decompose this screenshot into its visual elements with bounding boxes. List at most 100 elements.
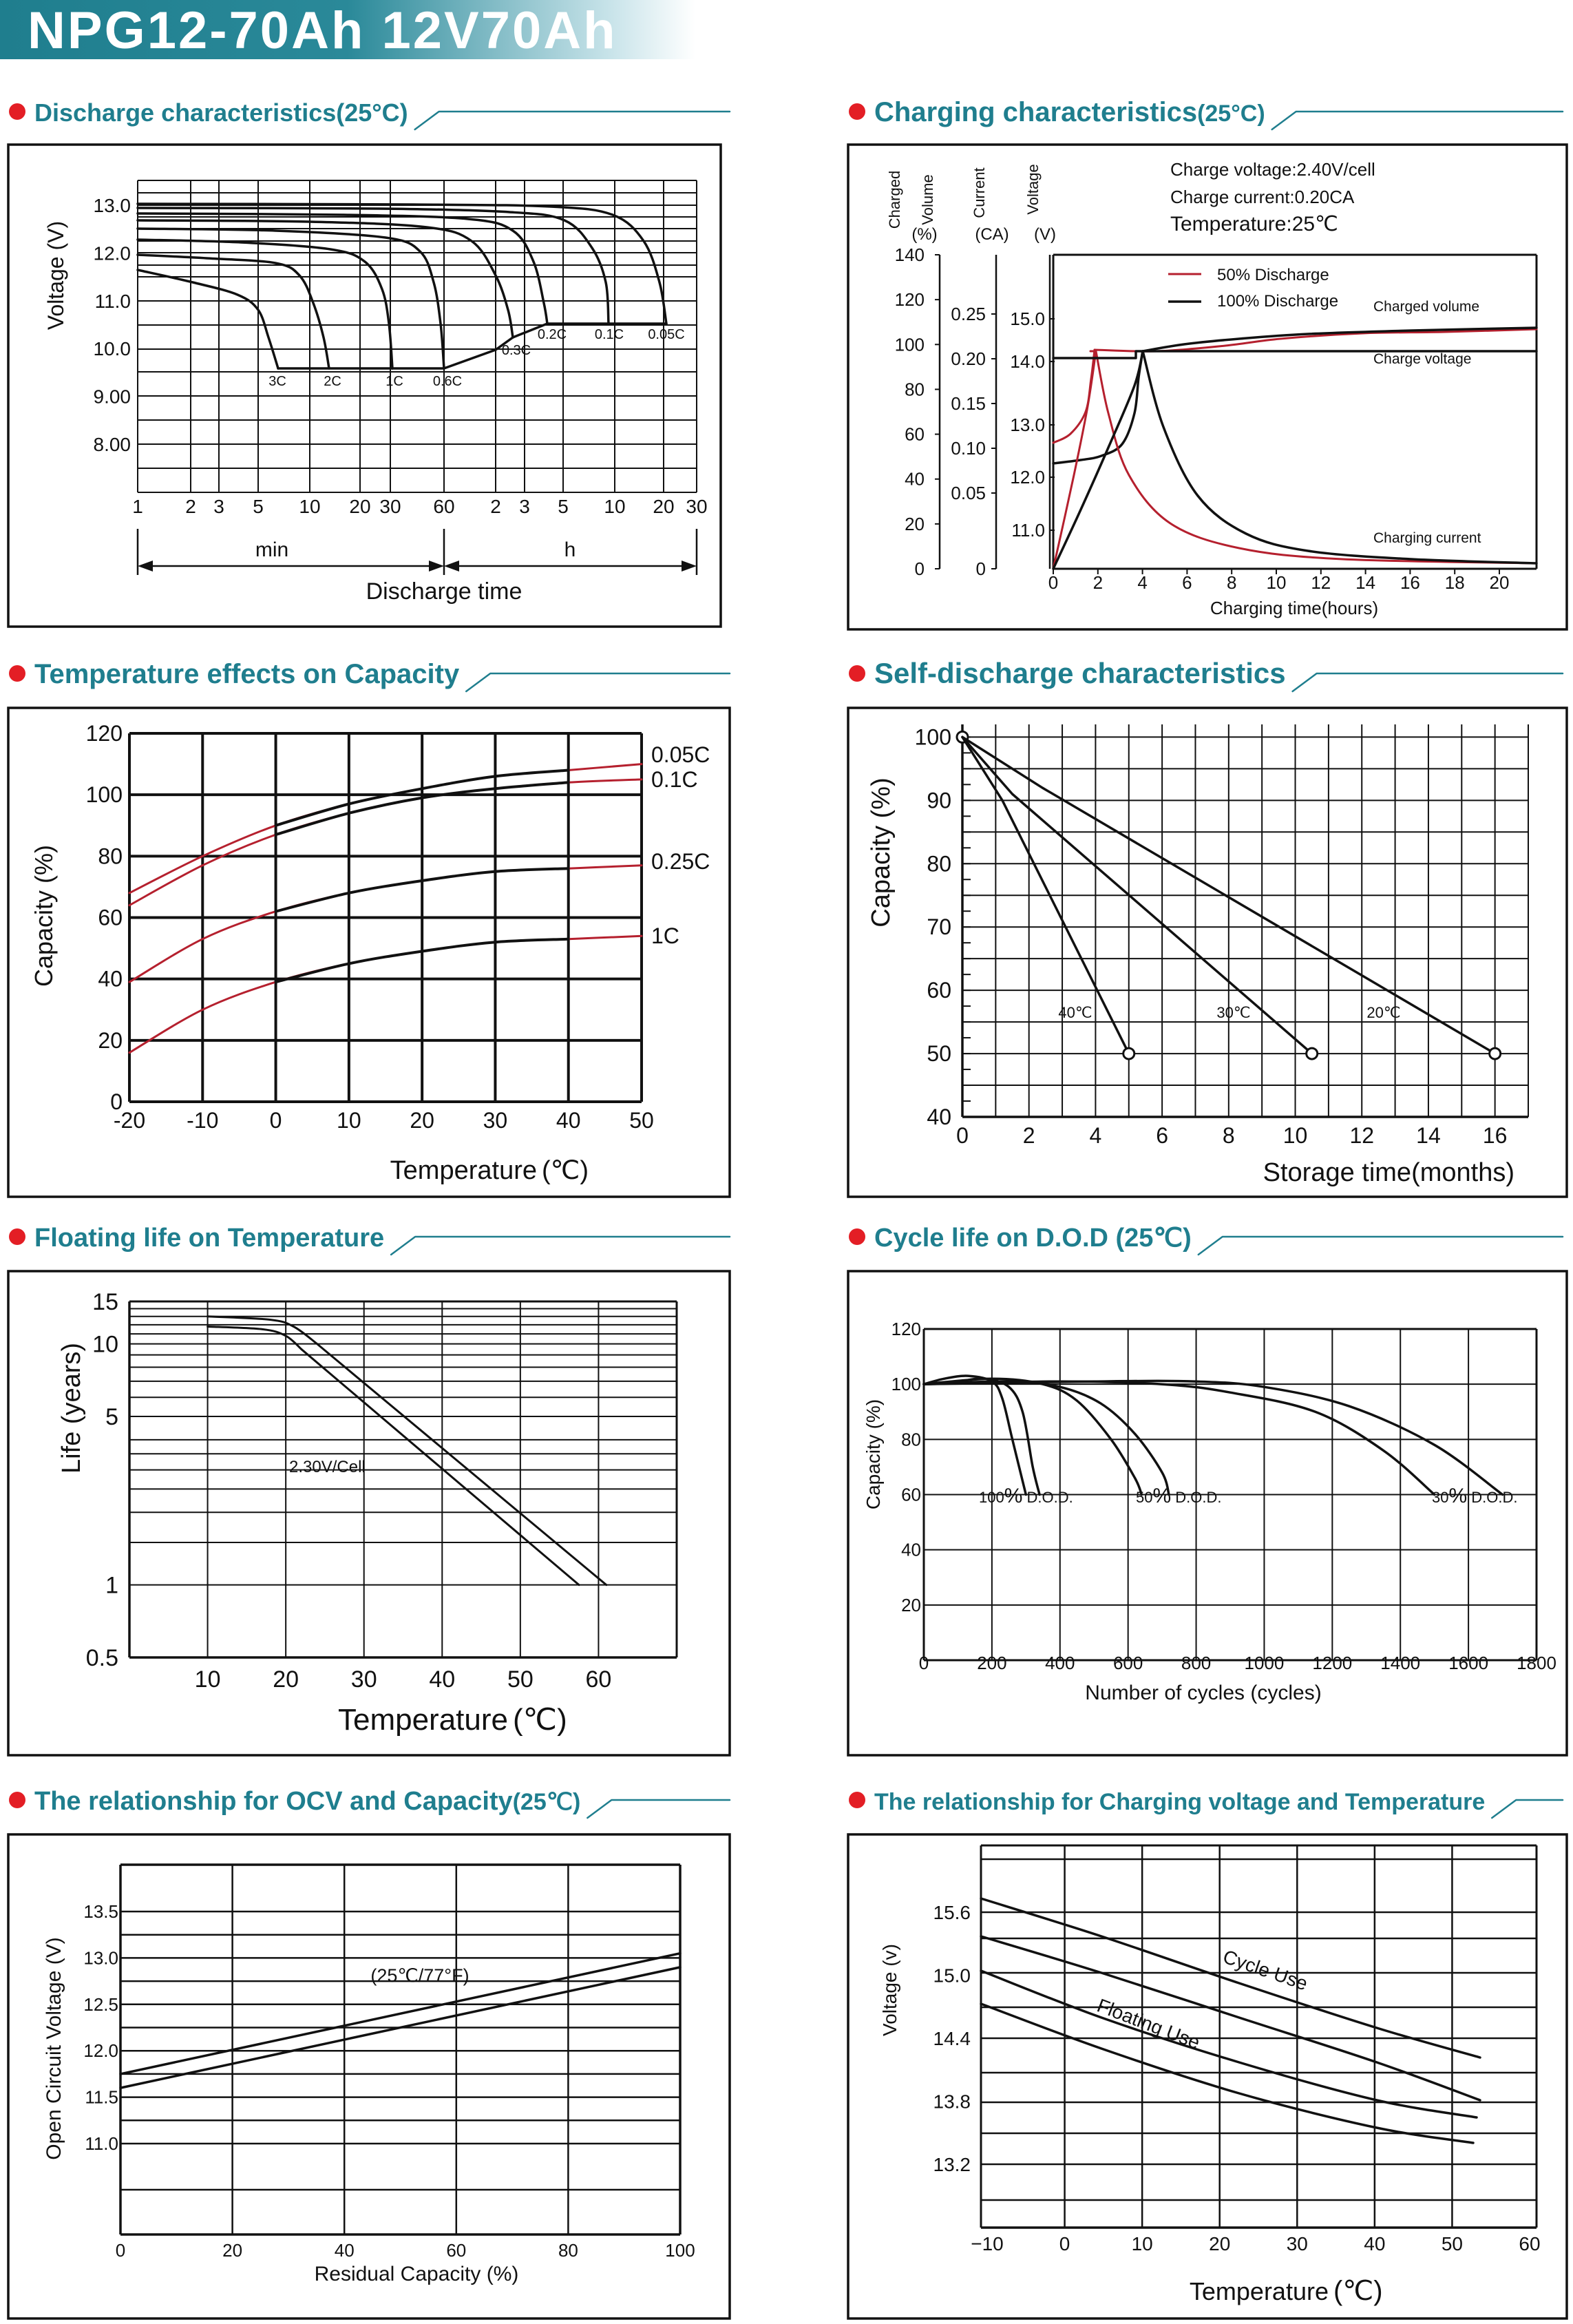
x-tick-label: 50: [507, 1666, 534, 1693]
cycle-life-curve-0: [922, 1374, 1028, 1496]
section-title-rule: [587, 1799, 731, 1819]
x-tick-label: 10: [604, 496, 625, 517]
x-tick-label: 40: [335, 2240, 355, 2261]
x-axis-label: Temperature: [390, 1156, 537, 1185]
x-tick-label: 14: [1355, 572, 1375, 593]
x-tick-label: 0: [956, 1123, 969, 1148]
y-tick-label: 100: [86, 782, 123, 807]
x-tick-label: 10: [299, 496, 320, 517]
dod-label-part: D.O.D.: [1467, 1489, 1517, 1506]
red-curve-0.25C: [128, 864, 643, 983]
series-label: 40℃: [1058, 1004, 1092, 1021]
section-title-rule: [390, 1235, 731, 1256]
y-tick-label: 12.0: [83, 2040, 118, 2061]
chart-temperature: -20 -10 0 10 20 30 40 50 120 100 80 60 40 20 0 Capacity…: [30, 721, 710, 1185]
bullet-icon: [9, 103, 25, 120]
y-tick-label: 11.0: [85, 2133, 118, 2154]
curve-label: Charging current: [1373, 530, 1481, 546]
x-tick-label: 6: [1156, 1123, 1168, 1148]
series-label: 0.1C: [651, 767, 698, 792]
series-label: 3C: [268, 374, 286, 389]
section-title-part: Self-discharge characteristics: [874, 657, 1286, 689]
y-tick-label: 60: [98, 905, 123, 930]
cur-tick-label: 0.15: [951, 393, 986, 414]
y-axis-label: Capacity (%): [863, 1399, 884, 1509]
x-tick-label: 0: [919, 1653, 929, 1673]
arrow-head-icon: [682, 561, 697, 572]
x-tick-label: 8: [1223, 1123, 1235, 1148]
frame-discharge: [7, 143, 722, 628]
y-tick-label: 12.0: [94, 242, 131, 264]
cutoff-line: [511, 322, 668, 339]
floating-life-curve-upper: [207, 1315, 319, 1346]
discharge-curve: [136, 238, 394, 370]
section-title: Cycle life on D.O.D (25℃): [874, 1224, 1192, 1253]
section-title-rule: [1271, 110, 1564, 131]
series-label: 1C: [651, 923, 679, 948]
bullet-icon: [849, 103, 865, 120]
section-title: Temperature effects on Capacity: [34, 659, 460, 689]
section-title-rule: [1291, 672, 1564, 693]
self-discharge-line-2: [961, 735, 1497, 1055]
floating-use-upper: [980, 1969, 1478, 2119]
y-axis-label: Capacity (%): [867, 777, 896, 928]
bullet-icon: [849, 1228, 865, 1245]
cutoff-line: [443, 336, 514, 370]
bullet-icon: [849, 665, 865, 682]
bullet-icon: [9, 1228, 25, 1245]
y-tick-label: 80: [927, 851, 951, 876]
discharge-curve: [136, 219, 514, 339]
x-tick-label: 40: [429, 1666, 455, 1693]
section-title-part: Charging characteristics: [874, 97, 1197, 127]
vol-tick-label: 80: [905, 379, 925, 399]
y-axis-label: Voltage (v): [879, 1944, 900, 2036]
x-tick-label: 4: [1137, 572, 1147, 593]
y-tick-label: 80: [98, 844, 123, 868]
section-title-part: Discharge characteristics(25°C): [34, 98, 408, 127]
chart-cycle-life: 0 200 400 600 800 1000 1200 1400 1600 1800 120 100 8…: [863, 1319, 1556, 1704]
vol-tick-label: 20: [905, 514, 925, 534]
black-curve-0.05C: [274, 768, 570, 827]
charge-voltage-line: [1052, 350, 1538, 359]
vol-tick-label: 100: [895, 334, 925, 355]
cycle-life-curve-2: [922, 1377, 1143, 1496]
axis-title: Charged: [886, 171, 903, 229]
x-tick-label: 30: [686, 496, 707, 517]
y-tick-label: 20: [98, 1028, 123, 1053]
x-axis-unit: (℃): [513, 1703, 567, 1737]
y-tick-label: 0: [110, 1089, 123, 1114]
annotation-label: (25℃/77°F): [370, 1965, 469, 1986]
charge-info: Temperature:25℃: [1170, 213, 1338, 235]
x-axis-label: Temperature: [1190, 2277, 1329, 2305]
vol-tick-label: 40: [905, 469, 925, 490]
x-tick-label: 50: [1442, 2233, 1463, 2254]
y-tick-label: 15.0: [933, 1965, 971, 1987]
black-curve-0.1C: [274, 781, 570, 837]
x-tick-label: 0: [116, 2240, 125, 2261]
x-tick-label: 1200: [1312, 1653, 1352, 1673]
x-tick-label: 1400: [1380, 1653, 1420, 1673]
discharge-curve: [136, 227, 445, 370]
x-tick-label: 0: [270, 1108, 282, 1133]
x-tick-label: 2: [185, 496, 196, 517]
x-tick-label: 12: [1349, 1123, 1374, 1148]
self-discharge-line-1: [961, 735, 1313, 1055]
x-tick-label: −10: [971, 2233, 1004, 2254]
red-curve-1C: [128, 934, 643, 1054]
y-tick-label: 80: [901, 1429, 921, 1449]
band-label: Floating Use: [1094, 1994, 1203, 2053]
volt-tick-label: 11.0: [1011, 520, 1045, 541]
charged-volume-curve-100: [1141, 326, 1538, 353]
section-title: The relationship for OCV and Capacity(25…: [34, 1787, 580, 1816]
charging-current-curve-100: [1052, 350, 1144, 570]
series-label: 0.6C: [433, 374, 462, 389]
x-tick-label: 20: [1490, 572, 1510, 593]
y-tick-label: 14.4: [933, 2028, 971, 2049]
dod-label-part: 50: [1136, 1489, 1152, 1506]
y-tick-label: 90: [927, 788, 951, 813]
bullet-icon: [9, 665, 25, 682]
x-tick-label: 20: [1209, 2233, 1230, 2254]
y-tick-label: 15.6: [933, 1902, 971, 1923]
x-tick-label: 60: [586, 1666, 612, 1693]
